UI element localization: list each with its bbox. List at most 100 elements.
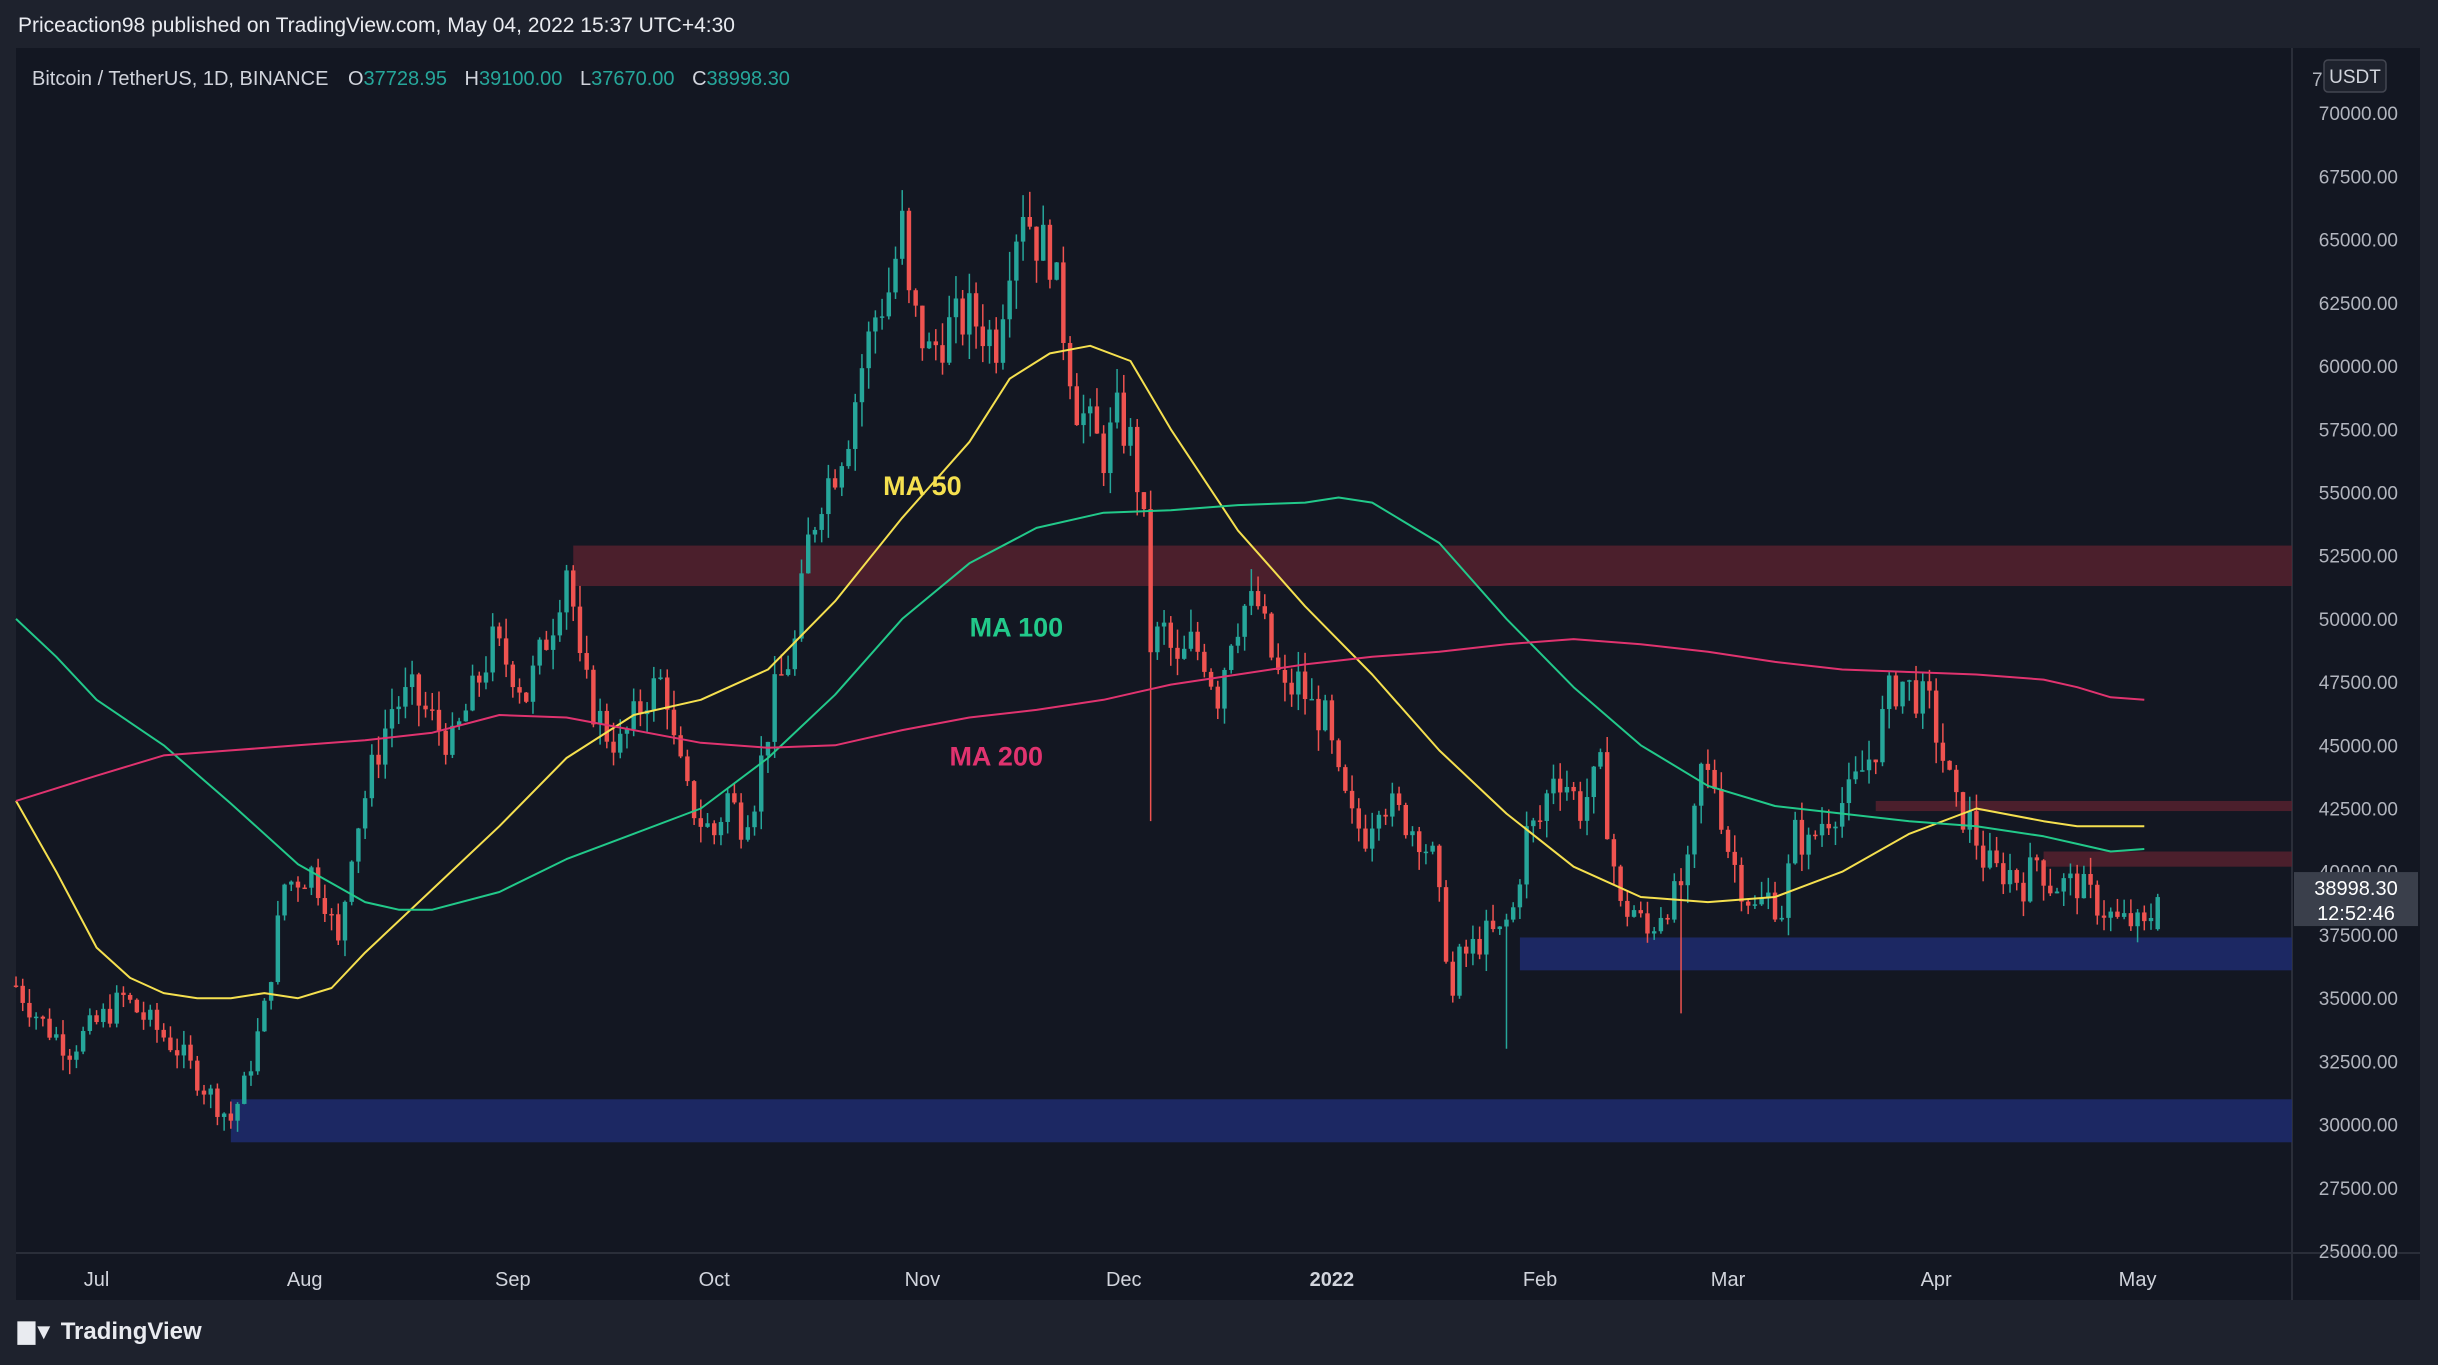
- candle-body: [732, 793, 737, 803]
- candle-body: [1598, 752, 1603, 767]
- candle-body: [1987, 850, 1993, 868]
- candle: [691, 780, 697, 825]
- ma200-line: [15, 638, 2145, 802]
- symbol-legend[interactable]: Bitcoin / TetherUS, 1D, BINANCE O37728.9…: [32, 68, 790, 90]
- candle-body: [1678, 881, 1684, 886]
- price-axis-area[interactable]: [2292, 48, 2420, 1253]
- candle-body: [1933, 690, 1939, 743]
- candle: [2088, 857, 2093, 899]
- candle: [248, 1060, 254, 1086]
- moving-averages-layer: [15, 344, 2145, 1000]
- candle: [1403, 802, 1408, 839]
- candle: [362, 790, 368, 840]
- candle: [1067, 336, 1073, 400]
- candle-body: [1504, 919, 1509, 927]
- candle-body: [1322, 700, 1328, 731]
- candle-body: [510, 664, 516, 688]
- candle-body: [403, 687, 408, 707]
- candle: [1195, 621, 1200, 661]
- candle: [322, 884, 328, 922]
- candle: [1759, 881, 1764, 906]
- candle: [1088, 398, 1093, 437]
- candle: [282, 883, 287, 921]
- candle-body: [1752, 904, 1758, 906]
- candle: [1215, 680, 1220, 720]
- x-tick-label: Apr: [1921, 1269, 1952, 1291]
- candle: [1155, 621, 1160, 660]
- candle-body: [490, 626, 495, 673]
- candle: [893, 246, 898, 299]
- candle-body: [2108, 911, 2113, 918]
- candle-body: [1108, 422, 1113, 474]
- ma50-line: [15, 344, 2145, 1000]
- candle: [1000, 304, 1006, 370]
- resistance-zone-2: [2043, 851, 2292, 867]
- candle: [1047, 219, 1053, 289]
- candle-body: [497, 626, 502, 639]
- candle: [1665, 914, 1670, 925]
- candle: [2108, 907, 2113, 932]
- candle: [409, 660, 415, 705]
- candle: [1719, 772, 1724, 835]
- candle: [1739, 857, 1744, 912]
- candle: [1927, 669, 1932, 709]
- candle: [1598, 748, 1603, 770]
- candle-body: [2095, 884, 2100, 916]
- candle-body: [806, 534, 811, 574]
- candle: [1369, 812, 1375, 862]
- candle-body: [1524, 826, 1529, 885]
- candle: [54, 1026, 59, 1041]
- candle: [1329, 694, 1335, 754]
- candle-body: [235, 1103, 240, 1121]
- candle-body: [2048, 885, 2053, 894]
- tradingview-logo[interactable]: ▇▼ TradingView: [18, 1318, 202, 1346]
- candle-body: [1041, 224, 1046, 261]
- candle: [1933, 678, 1939, 764]
- candle: [537, 637, 542, 675]
- candle-body: [107, 1008, 113, 1024]
- candle: [1094, 388, 1100, 434]
- candle-body: [1430, 845, 1435, 852]
- candle: [2121, 899, 2127, 920]
- candle: [1994, 836, 1999, 868]
- candle-body: [1094, 406, 1100, 434]
- candle: [1309, 678, 1314, 701]
- time-axis-area[interactable]: [16, 1253, 2292, 1300]
- candle-body: [1779, 917, 1784, 920]
- candle-body: [712, 823, 717, 836]
- candle: [1947, 760, 1952, 771]
- candle-body: [846, 448, 851, 467]
- last-price-tag[interactable]: 38998.30 12:52:46: [2294, 872, 2418, 927]
- candle: [114, 985, 119, 1028]
- candle: [738, 793, 744, 849]
- candle-body: [524, 692, 529, 702]
- candle-body: [1947, 760, 1952, 770]
- candle-body: [27, 1002, 32, 1018]
- candle-body: [168, 1037, 173, 1051]
- candle-body: [2054, 891, 2060, 894]
- candle-body: [1873, 759, 1878, 763]
- candle: [289, 880, 294, 892]
- candle: [846, 440, 851, 469]
- candle-body: [705, 823, 710, 827]
- x-tick-label: Jul: [84, 1269, 110, 1291]
- currency-badge[interactable]: [2323, 59, 2387, 93]
- candle: [1651, 926, 1657, 940]
- candle: [1249, 569, 1254, 616]
- candle: [1484, 909, 1489, 972]
- candle-body: [1517, 884, 1523, 908]
- y-tick-label: 47500.00: [2319, 673, 2398, 694]
- candle: [1141, 492, 1147, 517]
- plot-area[interactable]: [16, 48, 2292, 1253]
- candle: [423, 691, 428, 718]
- candle: [557, 599, 563, 642]
- candle: [973, 282, 979, 349]
- candle: [430, 692, 435, 721]
- candle-body: [1235, 636, 1241, 646]
- candle-body: [1316, 698, 1321, 731]
- candle: [1114, 369, 1120, 429]
- candle-body: [1007, 280, 1012, 320]
- currency-label: USDT: [2329, 67, 2381, 88]
- candle-body: [1578, 791, 1583, 821]
